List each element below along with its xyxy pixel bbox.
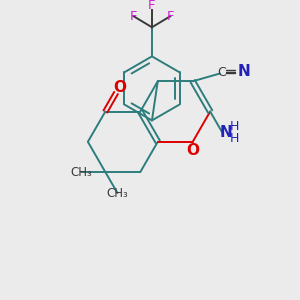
Text: O: O — [113, 80, 126, 94]
Text: H: H — [230, 120, 240, 133]
Text: O: O — [186, 143, 199, 158]
Text: C: C — [218, 66, 226, 79]
Text: F: F — [148, 0, 156, 12]
Text: H: H — [230, 132, 240, 145]
Text: N: N — [220, 125, 233, 140]
Text: F: F — [167, 10, 174, 23]
Text: CH₃: CH₃ — [106, 187, 128, 200]
Text: F: F — [130, 10, 137, 23]
Text: N: N — [238, 64, 250, 79]
Text: CH₃: CH₃ — [70, 166, 92, 178]
